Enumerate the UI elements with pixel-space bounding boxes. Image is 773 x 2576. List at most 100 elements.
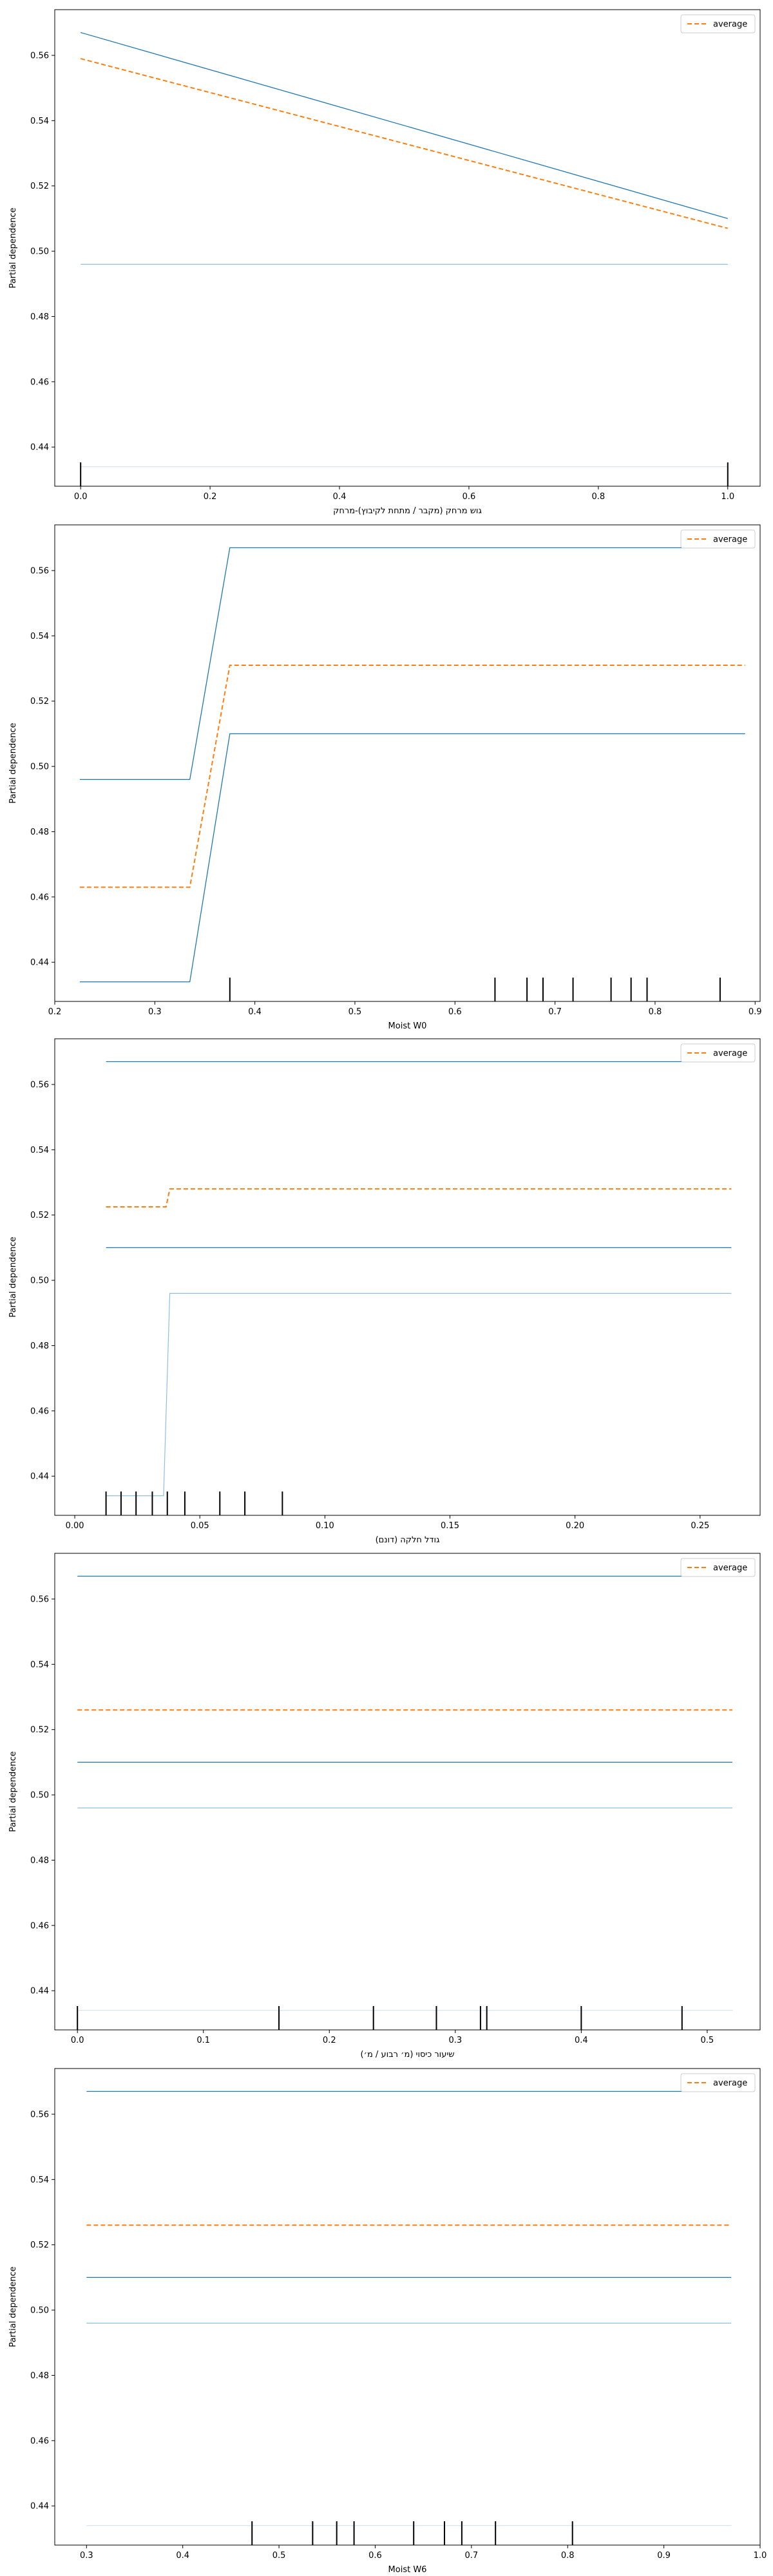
x-tick-label: 0.3 — [148, 1007, 162, 1017]
x-tick-label: 0.0 — [74, 492, 88, 502]
x-tick-label: 1.0 — [754, 2551, 767, 2561]
ice-line — [106, 1293, 732, 1497]
legend-label: average — [713, 1049, 747, 1059]
axes-frame — [54, 2068, 761, 2546]
y-tick-label: 0.50 — [30, 247, 49, 257]
y-tick-label: 0.54 — [30, 1660, 49, 1670]
x-tick-label: 0.8 — [649, 1007, 662, 1017]
x-tick-label: 0.5 — [272, 2551, 286, 2561]
legend-label: average — [713, 2079, 747, 2088]
x-tick-label: 0.3 — [80, 2551, 93, 2561]
average-line — [79, 664, 745, 888]
legend: average — [680, 529, 756, 549]
average-line — [106, 1188, 732, 1208]
x-tick-label: 0.7 — [548, 1007, 562, 1017]
y-tick-label: 0.56 — [30, 51, 49, 61]
y-tick-label: 0.44 — [30, 443, 49, 453]
axes-frame — [54, 524, 761, 1002]
legend-label: average — [713, 20, 747, 30]
y-axis-label: Partial dependence — [8, 1236, 18, 1317]
x-tick-label: 0.15 — [441, 1521, 459, 1531]
y-tick-label: 0.52 — [30, 1725, 49, 1735]
y-tick-label: 0.48 — [30, 2371, 49, 2381]
average-line — [80, 58, 729, 229]
y-tick-label: 0.50 — [30, 1276, 49, 1286]
pdp-panel-2: 0.2 0.3 0.4 0.5 0.6 0.7 0.8 0.9 0.44 0.46 0.48 0.50… — [8, 524, 762, 1031]
legend: average — [680, 1043, 756, 1063]
ice-line — [79, 547, 745, 780]
x-tick-label: 0.7 — [464, 2551, 478, 2561]
y-axis-label: Partial dependence — [8, 1751, 18, 1832]
x-axis-label: Moist W0 — [388, 1021, 427, 1031]
y-tick-label: 0.54 — [30, 117, 49, 126]
y-tick-label: 0.44 — [30, 2502, 49, 2512]
x-tick-label: 0.8 — [592, 492, 606, 502]
x-tick-label: 1.0 — [721, 492, 734, 502]
y-tick-label: 0.46 — [30, 2436, 49, 2446]
y-tick-label: 0.50 — [30, 1791, 49, 1801]
y-tick-label: 0.46 — [30, 377, 49, 387]
axes-frame — [54, 1038, 761, 1516]
x-tick-label: 0.05 — [191, 1521, 209, 1531]
x-tick-label: 0.5 — [701, 2036, 714, 2045]
y-axis-label: Partial dependence — [8, 723, 18, 803]
x-tick-label: 0.2 — [48, 1007, 62, 1017]
y-tick-label: 0.44 — [30, 958, 49, 968]
y-tick-label: 0.56 — [30, 1080, 49, 1090]
x-tick-label: 0.4 — [333, 492, 347, 502]
x-tick-label: 0.9 — [749, 1007, 762, 1017]
ice-line — [81, 32, 728, 220]
legend-label: average — [713, 535, 747, 545]
y-tick-label: 0.56 — [30, 1595, 49, 1604]
x-tick-label: 0.6 — [368, 2551, 382, 2561]
legend-box — [680, 1043, 756, 1063]
legend: average — [680, 14, 756, 33]
pdp-panel-4: 0.0 0.1 0.2 0.3 0.4 0.5 0.44 0.46 0.48 0.50 0.52 0.… — [8, 1553, 761, 2060]
y-tick-label: 0.48 — [30, 1341, 49, 1351]
y-tick-label: 0.44 — [30, 1987, 49, 1996]
y-axis-label: Partial dependence — [8, 207, 18, 288]
x-tick-label: 0.4 — [176, 2551, 189, 2561]
y-tick-label: 0.48 — [30, 828, 49, 837]
legend: average — [680, 1558, 756, 1577]
x-tick-label: 0.25 — [691, 1521, 709, 1531]
legend-label: average — [713, 1564, 747, 1573]
x-tick-label: 0.00 — [66, 1521, 84, 1531]
y-tick-label: 0.46 — [30, 1406, 49, 1416]
x-tick-label: 0.1 — [196, 2036, 210, 2045]
y-tick-label: 0.52 — [30, 2240, 49, 2250]
x-tick-label: 0.3 — [448, 2036, 462, 2045]
y-tick-label: 0.50 — [30, 2306, 49, 2316]
x-tick-label: 0.0 — [71, 2036, 84, 2045]
y-axis-label: Partial dependence — [8, 2266, 18, 2347]
y-tick-label: 0.52 — [30, 182, 49, 191]
axes-frame — [54, 1553, 761, 2031]
y-tick-label: 0.50 — [30, 762, 49, 772]
x-tick-label: 0.5 — [348, 1007, 362, 1017]
axes-frame — [54, 9, 761, 487]
pdp-panel-3: 0.00 0.05 0.10 0.15 0.20 0.25 0.44 0.46 0.48 0.50… — [8, 1038, 761, 1545]
y-tick-label: 0.44 — [30, 1472, 49, 1482]
pdp-panel-1: 0.0 0.2 0.4 0.6 0.8 1.0 0.44 0.46 0.48 0.50 0.52 0.… — [8, 9, 761, 516]
x-axis-label: גוש מרחק (מקבר / מתחת לקיבוץ)-מרחק — [333, 506, 482, 516]
x-tick-label: 0.8 — [561, 2551, 575, 2561]
y-tick-label: 0.48 — [30, 1856, 49, 1866]
y-tick-label: 0.48 — [30, 312, 49, 322]
legend-box — [680, 1558, 756, 1577]
x-tick-label: 0.4 — [248, 1007, 262, 1017]
y-tick-label: 0.56 — [30, 2110, 49, 2119]
y-tick-label: 0.46 — [30, 893, 49, 902]
y-tick-label: 0.56 — [30, 566, 49, 576]
y-tick-label: 0.54 — [30, 1146, 49, 1155]
x-tick-label: 0.6 — [448, 1007, 462, 1017]
x-tick-label: 0.10 — [316, 1521, 334, 1531]
x-tick-label: 0.2 — [323, 2036, 336, 2045]
legend-box — [680, 2073, 756, 2092]
x-tick-label: 0.20 — [566, 1521, 584, 1531]
x-tick-label: 0.4 — [575, 2036, 588, 2045]
y-tick-label: 0.46 — [30, 1921, 49, 1931]
x-axis-label: שיעור כיסוי (מ׳ רבוע / מ׳) — [361, 2050, 455, 2060]
y-tick-label: 0.52 — [30, 1211, 49, 1220]
legend-box — [680, 529, 756, 549]
